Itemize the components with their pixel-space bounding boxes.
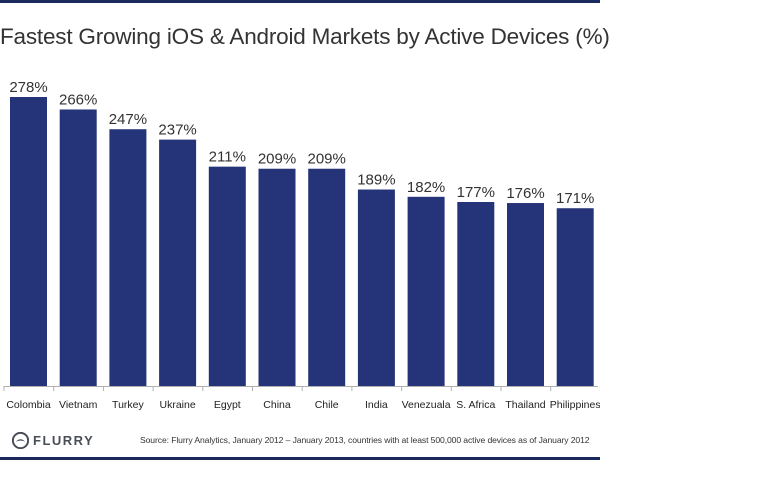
bar-value-label: 247% bbox=[109, 111, 147, 128]
bar bbox=[159, 139, 197, 386]
bar bbox=[357, 189, 395, 386]
category-label: Venezuala bbox=[402, 399, 451, 411]
bar bbox=[407, 196, 445, 386]
flurry-logo: FLURRY bbox=[12, 432, 94, 449]
bar bbox=[109, 129, 147, 386]
bar-chart: 278% Colombia 266% Vietnam 247% Turkey 237% Ukr… bbox=[3, 79, 600, 411]
bar bbox=[457, 201, 495, 386]
category-label: Thailand bbox=[505, 399, 545, 411]
category-label: Philippines bbox=[550, 399, 600, 411]
bar bbox=[59, 109, 97, 386]
footer: FLURRY Source: Flurry Analytics, January… bbox=[0, 428, 600, 454]
bar bbox=[556, 208, 594, 386]
category-label: Turkey bbox=[112, 399, 144, 411]
bar-value-label: 211% bbox=[209, 149, 246, 166]
bar bbox=[258, 168, 296, 386]
bar-value-label: 266% bbox=[59, 91, 97, 108]
bar-value-label: 209% bbox=[258, 151, 296, 168]
category-label: S. Africa bbox=[456, 399, 495, 411]
bar-value-label: 209% bbox=[308, 151, 346, 168]
top-rule bbox=[0, 0, 600, 3]
category-label: Colombia bbox=[6, 399, 51, 411]
flurry-logo-icon bbox=[12, 432, 29, 449]
bar bbox=[10, 97, 47, 386]
category-label: India bbox=[365, 399, 388, 411]
chart-title: Fastest Growing iOS & Android Markets by… bbox=[0, 24, 610, 49]
bar-value-label: 182% bbox=[407, 179, 445, 196]
category-label: Ukraine bbox=[160, 399, 196, 411]
category-label: Vietnam bbox=[59, 399, 98, 411]
bottom-rule bbox=[0, 457, 600, 460]
bar-value-label: 278% bbox=[9, 79, 47, 96]
chart-slide: Fastest Growing iOS & Android Markets by… bbox=[0, 0, 610, 462]
bar-value-label: 177% bbox=[457, 184, 495, 201]
category-label: Chile bbox=[315, 399, 339, 411]
flurry-logo-text: FLURRY bbox=[33, 433, 95, 448]
category-label: China bbox=[263, 399, 291, 411]
bar bbox=[308, 168, 346, 386]
source-note: Source: Flurry Analytics, January 2012 –… bbox=[140, 435, 590, 445]
bar-value-label: 237% bbox=[158, 122, 196, 139]
bar-value-label: 189% bbox=[357, 172, 395, 189]
bar bbox=[507, 203, 544, 386]
category-label: Egypt bbox=[214, 399, 241, 411]
bar-value-label: 176% bbox=[506, 185, 544, 202]
bar-value-label: 171% bbox=[556, 190, 594, 207]
bar bbox=[208, 166, 246, 386]
